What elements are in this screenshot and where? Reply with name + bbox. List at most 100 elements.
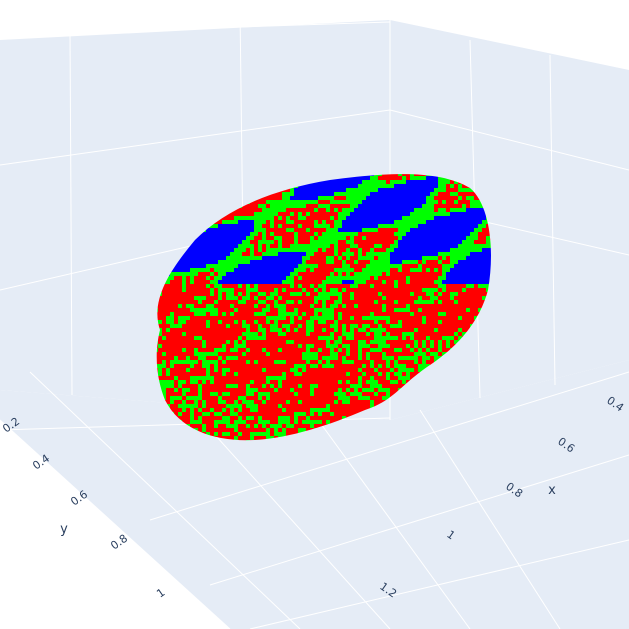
voxel-point (214, 300, 218, 304)
voxel-point (334, 288, 338, 292)
voxel-point (214, 228, 218, 232)
voxel-point (446, 208, 450, 212)
voxel-point (422, 332, 426, 336)
voxel-point (370, 332, 374, 336)
voxel-point (322, 184, 326, 188)
voxel-point (198, 388, 202, 392)
voxel-point (350, 360, 354, 364)
voxel-point (342, 208, 346, 212)
voxel-point (350, 196, 354, 200)
voxel-point (366, 252, 370, 256)
voxel-point (226, 388, 230, 392)
voxel-point (322, 240, 326, 244)
voxel-point (430, 220, 434, 224)
voxel-point (190, 272, 194, 276)
voxel-point (338, 236, 342, 240)
voxel-point (178, 268, 182, 272)
voxel-point (350, 216, 354, 220)
voxel-point (394, 272, 398, 276)
voxel-point (430, 228, 434, 232)
voxel-point (290, 228, 294, 232)
voxel-point (402, 312, 406, 316)
voxel-point (286, 228, 290, 232)
voxel-point (338, 184, 342, 188)
voxel-point (362, 284, 366, 288)
voxel-point (382, 372, 386, 376)
voxel-point (470, 200, 474, 204)
voxel-point (350, 244, 354, 248)
voxel-point (442, 220, 446, 224)
voxel-point (426, 268, 430, 272)
voxel-point (394, 344, 398, 348)
voxel-point (246, 304, 250, 308)
voxel-point (294, 340, 298, 344)
voxel-point (258, 248, 262, 252)
voxel-point (174, 268, 178, 272)
voxel-point (226, 356, 230, 360)
voxel-point (402, 368, 406, 372)
voxel-point (478, 224, 482, 228)
voxel-point (226, 308, 230, 312)
voxel-point (490, 256, 491, 260)
voxel-point (310, 356, 314, 360)
voxel-point (450, 240, 454, 244)
voxel-point (366, 340, 370, 344)
voxel-point (462, 244, 466, 248)
voxel-point (430, 272, 434, 276)
voxel-point (386, 256, 390, 260)
voxel-point (370, 232, 374, 236)
voxel-point (326, 384, 330, 388)
voxel-point (358, 264, 362, 268)
voxel-point (422, 188, 426, 192)
voxel-point (486, 288, 490, 292)
voxel-point (250, 204, 254, 208)
voxel-point (458, 324, 462, 328)
voxel-point (198, 268, 202, 272)
voxel-point (194, 392, 198, 396)
voxel-point (418, 284, 422, 288)
voxel-point (478, 208, 482, 212)
voxel-point (370, 288, 374, 292)
voxel-point (418, 352, 422, 356)
voxel-point (390, 368, 394, 372)
voxel-point (474, 288, 478, 292)
voxel-point (354, 240, 358, 244)
voxel-point (342, 212, 346, 216)
voxel-point (178, 328, 182, 332)
voxel-point (330, 248, 334, 252)
voxel-point (482, 228, 486, 232)
voxel-point (282, 284, 286, 288)
voxel-point (418, 300, 422, 304)
voxel-point (370, 260, 374, 264)
voxel-point (402, 268, 406, 272)
voxel-point (250, 344, 254, 348)
voxel-point (238, 316, 242, 320)
voxel-point (350, 372, 354, 376)
voxel-point (358, 356, 362, 360)
voxel-point (190, 268, 194, 272)
voxel-point (190, 316, 194, 320)
voxel-point (258, 260, 262, 264)
voxel-point (182, 284, 186, 288)
voxel-point (406, 236, 410, 240)
voxel-point (254, 376, 258, 380)
voxel-point (322, 296, 326, 300)
voxel-point (266, 352, 270, 356)
voxel-point (290, 208, 294, 212)
voxel-point (406, 208, 410, 212)
voxel-point (470, 188, 474, 192)
voxel-point (466, 308, 470, 312)
voxel-point (234, 208, 238, 212)
voxel-point (330, 380, 334, 384)
voxel-point (246, 360, 250, 364)
voxel-point (290, 196, 294, 200)
voxel-point (302, 316, 306, 320)
voxel-point (318, 276, 322, 280)
voxel-point (434, 284, 438, 288)
voxel-point (482, 280, 486, 284)
voxel-point (302, 260, 306, 264)
voxel-point (434, 300, 438, 304)
voxel-point (454, 296, 458, 300)
voxel-point (410, 344, 414, 348)
